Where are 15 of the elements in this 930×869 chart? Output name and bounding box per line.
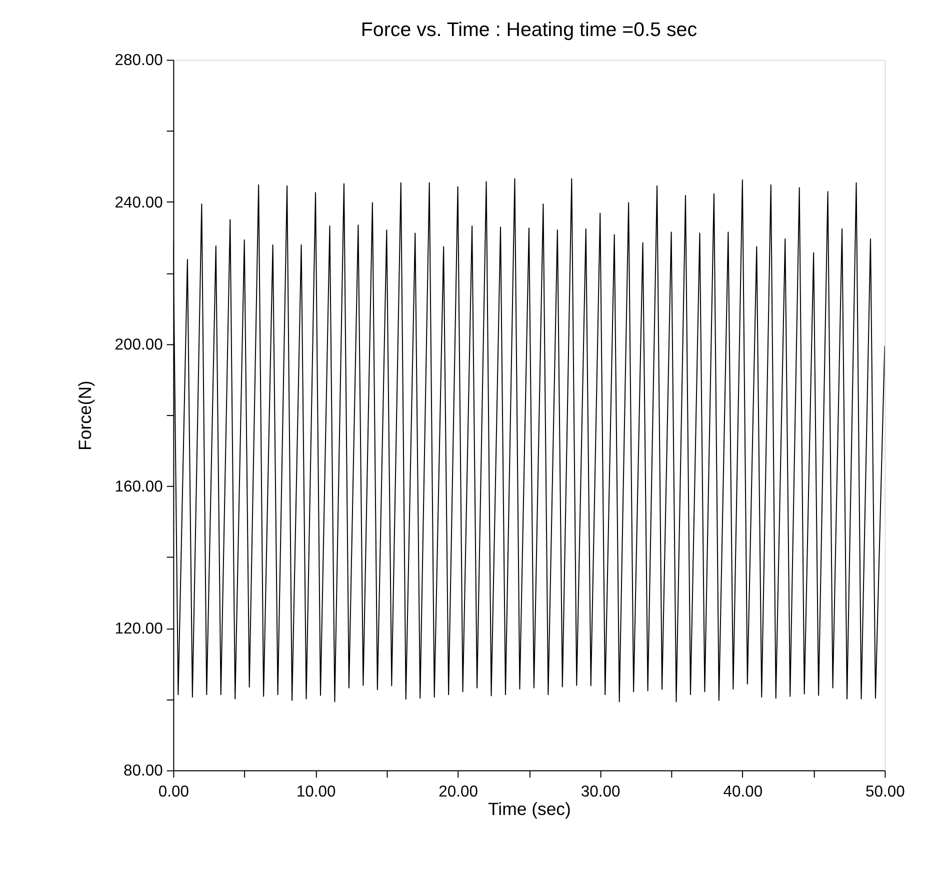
x-tick-label: 10.00: [296, 783, 336, 800]
x-tick-label: 30.00: [580, 783, 621, 800]
y-tick-label: 240.00: [114, 194, 164, 212]
x-axis-title: Time (sec): [488, 799, 571, 820]
x-tick-label: 20.00: [438, 783, 478, 800]
y-tick-label: 280.00: [114, 52, 164, 70]
chart-title: Force vs. Time : Heating time =0.5 sec: [360, 19, 698, 42]
y-tick-label: 200.00: [114, 336, 164, 354]
x-tick-label: 40.00: [723, 783, 763, 800]
y-tick-label: 80.00: [124, 762, 164, 780]
x-tick-label: 0.00: [158, 783, 190, 800]
y-tick-label: 120.00: [114, 620, 164, 638]
y-tick-label: 160.00: [114, 478, 164, 496]
y-axis-title: Force(N): [75, 380, 96, 450]
x-tick-label: 50.00: [866, 783, 906, 800]
